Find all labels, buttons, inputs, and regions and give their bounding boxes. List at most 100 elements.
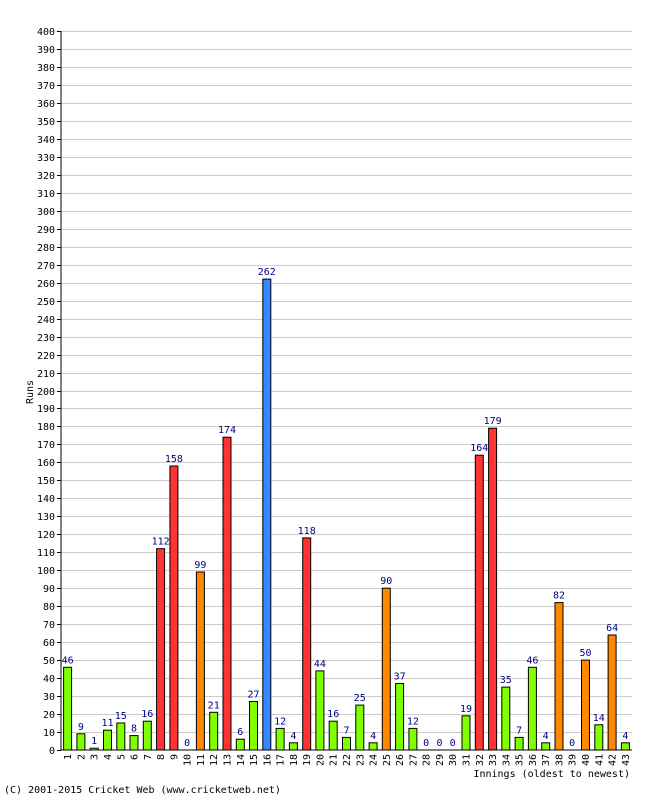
- bar: [302, 537, 312, 751]
- data-label: 118: [298, 526, 316, 537]
- data-label: 46: [526, 655, 538, 666]
- bar: [129, 735, 139, 751]
- y-tick-label: 130: [37, 512, 55, 523]
- data-label: 44: [314, 659, 326, 670]
- y-tick-label: 40: [43, 674, 55, 685]
- x-tick-label: 6: [130, 754, 141, 760]
- y-tick-label: 110: [37, 548, 55, 559]
- y-tick-label: 60: [43, 638, 55, 649]
- y-tick-label: 210: [37, 369, 55, 380]
- data-label: 90: [380, 576, 392, 587]
- x-tick-label: 27: [408, 754, 419, 766]
- data-label: 99: [194, 560, 206, 571]
- y-tick-label: 70: [43, 620, 55, 631]
- y-axis-ticks: 0 10 20 30 40 50 60 70 80 90 100 110 120 130 140 150 160…: [37, 27, 61, 757]
- data-label: 19: [460, 704, 472, 715]
- x-tick-label: 42: [608, 754, 619, 766]
- data-labels: 4691111581611215809921174627262124118441…: [62, 267, 629, 749]
- y-tick-label: 260: [37, 279, 55, 290]
- data-label: 35: [500, 675, 512, 686]
- x-tick-label: 10: [183, 754, 194, 766]
- y-tick-label: 240: [37, 315, 55, 326]
- data-label: 82: [553, 591, 565, 602]
- bar: [222, 436, 232, 751]
- y-tick-label: 370: [37, 81, 55, 92]
- bar: [342, 736, 351, 751]
- bar: [262, 278, 272, 751]
- x-tick-label: 18: [289, 754, 300, 766]
- y-tick-label: 120: [37, 530, 55, 541]
- bar: [554, 602, 564, 751]
- y-axis-label: Runs: [25, 380, 36, 404]
- y-tick-label: 280: [37, 243, 55, 254]
- bar: [355, 704, 365, 751]
- data-label: 0: [569, 738, 575, 749]
- x-tick-label: 29: [435, 754, 446, 766]
- data-label: 27: [247, 690, 259, 701]
- x-tick-label: 19: [302, 754, 313, 766]
- bar: [76, 733, 86, 751]
- data-label: 9: [78, 722, 84, 733]
- x-tick-label: 2: [76, 754, 87, 760]
- x-tick-label: 41: [594, 754, 605, 766]
- y-tick-label: 200: [37, 387, 55, 398]
- bar: [368, 742, 378, 751]
- bar: [288, 742, 298, 751]
- x-tick-label: 5: [116, 754, 127, 760]
- data-label: 16: [327, 709, 339, 720]
- data-label: 4: [622, 731, 628, 742]
- y-tick-label: 20: [43, 710, 55, 721]
- bar: [169, 465, 179, 751]
- x-tick-label: 37: [541, 754, 552, 766]
- x-tick-label: 11: [196, 754, 207, 766]
- y-tick-label: 10: [43, 728, 55, 739]
- bar: [381, 587, 391, 751]
- bar: [474, 454, 484, 751]
- x-axis-ticks: 1 2 3 4 5 6 7 8 9 10 11 12 13 14 15 16 17 18 19 20 21 22 23 24 2…: [63, 754, 632, 766]
- data-label: 37: [394, 672, 406, 683]
- data-label: 12: [407, 716, 419, 727]
- bar: [63, 666, 73, 751]
- x-tick-label: 32: [475, 754, 486, 766]
- x-tick-label: 35: [515, 754, 526, 766]
- x-tick-label: 12: [209, 754, 220, 766]
- data-label: 50: [579, 648, 591, 659]
- bar: [514, 736, 524, 751]
- x-tick-label: 31: [462, 754, 473, 766]
- bar: [594, 724, 604, 751]
- y-tick-label: 160: [37, 458, 55, 469]
- x-tick-label: 14: [236, 754, 247, 766]
- y-tick-label: 190: [37, 404, 55, 415]
- bar: [315, 670, 325, 751]
- y-tick-label: 360: [37, 99, 55, 110]
- data-label: 16: [141, 709, 153, 720]
- y-tick-label: 340: [37, 135, 55, 146]
- data-label: 7: [343, 725, 349, 736]
- y-tick-label: 100: [37, 566, 55, 577]
- bar: [395, 683, 405, 751]
- data-label: 25: [354, 693, 366, 704]
- x-tick-label: 38: [555, 754, 566, 766]
- x-tick-label: 20: [315, 754, 326, 766]
- data-label: 112: [152, 537, 170, 548]
- x-tick-label: 30: [448, 754, 459, 766]
- y-tick-label: 140: [37, 494, 55, 505]
- x-tick-label: 3: [90, 754, 101, 760]
- data-label: 158: [165, 454, 183, 465]
- data-label: 64: [606, 623, 618, 634]
- data-label: 0: [436, 738, 442, 749]
- bar: [156, 548, 166, 751]
- bar: [328, 720, 338, 751]
- grid-lines: [61, 31, 632, 733]
- y-tick-label: 270: [37, 261, 55, 272]
- data-label: 262: [258, 267, 276, 278]
- x-tick-label: 15: [249, 754, 260, 766]
- x-tick-label: 4: [103, 754, 114, 760]
- y-tick-label: 350: [37, 117, 55, 128]
- data-label: 6: [237, 727, 243, 738]
- bar: [275, 727, 285, 751]
- bar: [581, 659, 590, 751]
- x-tick-label: 8: [156, 754, 167, 760]
- x-tick-label: 25: [382, 754, 393, 766]
- data-label: 164: [470, 443, 488, 454]
